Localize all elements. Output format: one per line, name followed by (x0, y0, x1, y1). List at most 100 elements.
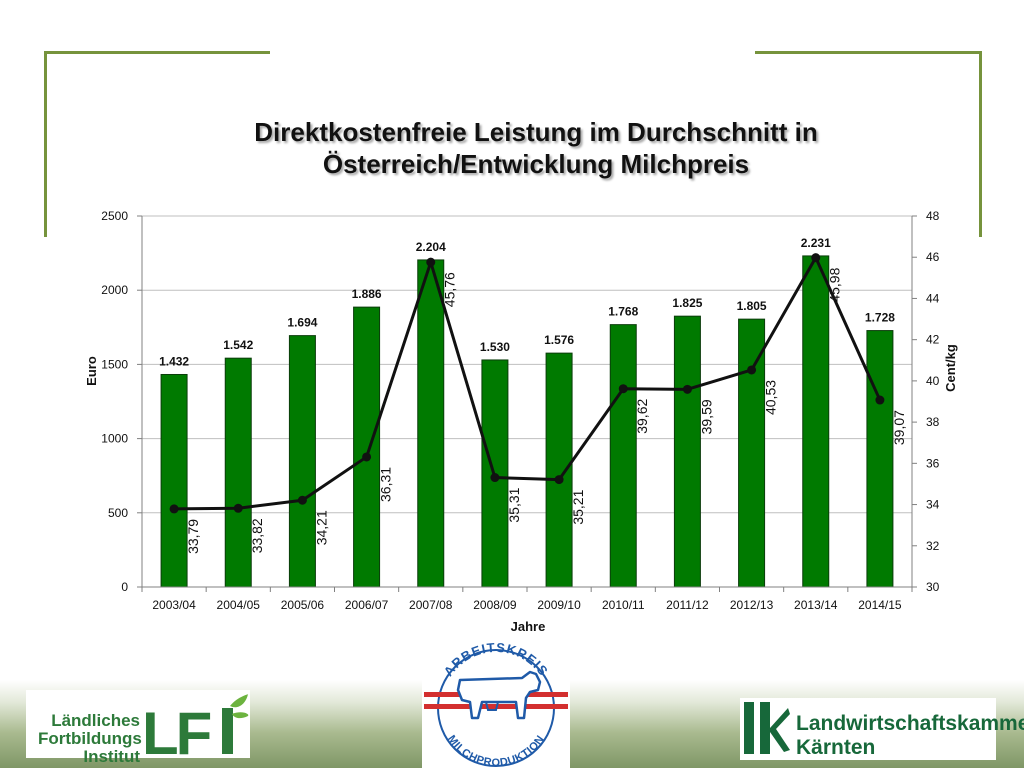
lk-logo-k-stem (760, 702, 770, 754)
bar (224, 357, 252, 588)
price-point (811, 253, 821, 263)
lfi-logo-line-1: Ländliches (51, 711, 140, 730)
lk-logo-text: Landwirtschaftskammer Kärnten (796, 712, 1024, 760)
landwirtschaftskammer-logo: Landwirtschaftskammer Kärnten (740, 698, 1024, 760)
line-data-label: 45,76 (442, 272, 458, 307)
line-data-label: 35,21 (570, 489, 586, 524)
frame-top-right (755, 51, 982, 54)
plot-area (142, 216, 912, 587)
line-data-label: 39,59 (698, 399, 714, 434)
y-tick-label: 2500 (101, 209, 128, 223)
price-point (618, 384, 628, 394)
frame-right (979, 51, 982, 237)
x-axis-title: Jahre (511, 619, 546, 634)
bar-data-label: 1.530 (480, 340, 510, 354)
arbeitskreis-logo-svg: ARBEITSKREIS MILCHPRODUKTION (424, 640, 568, 768)
bar-data-label: 1.768 (608, 305, 638, 319)
bar-data-label: 2.204 (416, 240, 446, 254)
line-data-label: 39,07 (891, 410, 907, 445)
page-title: Direktkostenfreie Leistung im Durchschni… (150, 116, 922, 180)
x-tick-label: 2003/04 (152, 598, 196, 612)
x-tick-label: 2004/05 (217, 598, 261, 612)
line-data-label: 33,79 (185, 519, 201, 554)
price-point (490, 473, 500, 483)
price-point (233, 503, 243, 513)
y-right-tick-label: 48 (926, 209, 940, 223)
arbeitskreis-milchproduktion-logo: ARBEITSKREIS MILCHPRODUKTION (422, 636, 570, 768)
price-point (747, 365, 757, 375)
page-title-line-1: Direktkostenfreie Leistung im Durchschni… (254, 117, 818, 147)
frame-left (44, 51, 47, 237)
leaf-icon (230, 694, 249, 708)
y-right-tick-label: 42 (926, 333, 940, 347)
lfi-logo-i-stem (222, 708, 233, 754)
y-tick-label: 500 (108, 506, 128, 520)
lk-logo-line-2: Kärnten (796, 736, 876, 759)
y-tick-label: 1500 (101, 357, 128, 371)
price-point (426, 257, 436, 267)
y-right-tick-label: 40 (926, 374, 940, 388)
x-tick-label: 2007/08 (409, 598, 453, 612)
line-data-label: 45,98 (827, 267, 843, 302)
price-point (682, 384, 692, 394)
x-tick-label: 2008/09 (473, 598, 517, 612)
bar (160, 373, 188, 588)
y-right-axis-title: Cent/kg (943, 344, 958, 392)
x-tick-label: 2014/15 (858, 598, 902, 612)
bar (609, 324, 637, 588)
bar (545, 352, 573, 588)
bar (802, 255, 830, 588)
price-point (554, 475, 564, 485)
y-right-tick-label: 38 (926, 415, 940, 429)
x-tick-label: 2013/14 (794, 598, 838, 612)
x-tick-label: 2011/12 (666, 598, 709, 612)
line-data-label: 33,82 (249, 518, 265, 553)
x-tick-label: 2010/11 (602, 598, 645, 612)
y-right-tick-label: 44 (926, 291, 940, 305)
price-point (297, 495, 307, 505)
bar-data-label: 1.694 (287, 316, 317, 330)
bar-data-label: 1.728 (865, 311, 895, 325)
y-right-tick-label: 36 (926, 456, 940, 470)
x-tick-label: 2005/06 (281, 598, 325, 612)
y-axis-title: Euro (84, 356, 99, 386)
x-tick-label: 2006/07 (345, 598, 389, 612)
bar (738, 318, 766, 588)
bar-data-label: 1.542 (223, 338, 253, 352)
line-data-label: 39,62 (634, 399, 650, 434)
bar (866, 330, 894, 588)
x-tick-label: 2009/10 (537, 598, 581, 612)
y-tick-label: 2000 (101, 283, 128, 297)
line-data-label: 40,53 (763, 380, 779, 415)
lk-logo-k-arms (770, 708, 790, 752)
line-data-label: 34,21 (313, 510, 329, 545)
lfi-logo-text: Ländliches Fortbildungs Institut (38, 711, 142, 766)
line-data-label: 36,31 (378, 467, 394, 502)
bar-data-label: 1.825 (672, 296, 702, 310)
y-tick-label: 1000 (101, 432, 128, 446)
y-right-tick-label: 30 (926, 580, 940, 594)
y-right-tick-label: 46 (926, 250, 940, 264)
lfi-logo-mark-text: LF (142, 700, 211, 758)
lfi-logo-line-3: Institut (83, 747, 140, 766)
price-point (875, 395, 885, 405)
page-title-line-2: Österreich/Entwicklung Milchpreis (322, 149, 750, 179)
price-point (169, 504, 179, 514)
y-right-tick-label: 32 (926, 539, 940, 553)
cow-icon (456, 670, 542, 720)
lfi-logo: Ländliches Fortbildungs Institut LF (26, 690, 250, 766)
line-data-label: 35,31 (506, 487, 522, 522)
bar-data-label: 1.576 (544, 333, 574, 347)
lk-logo-l (744, 702, 754, 754)
price-point (362, 452, 372, 462)
lfi-logo-mark: LF (142, 694, 249, 758)
bar (417, 259, 445, 588)
bar (353, 306, 381, 588)
lk-logo-mark (744, 702, 790, 754)
bar-data-label: 1.805 (737, 299, 767, 313)
bar-data-label: 1.432 (159, 354, 189, 368)
bar (673, 315, 701, 588)
x-tick-label: 2012/13 (730, 598, 774, 612)
bar (288, 335, 316, 588)
